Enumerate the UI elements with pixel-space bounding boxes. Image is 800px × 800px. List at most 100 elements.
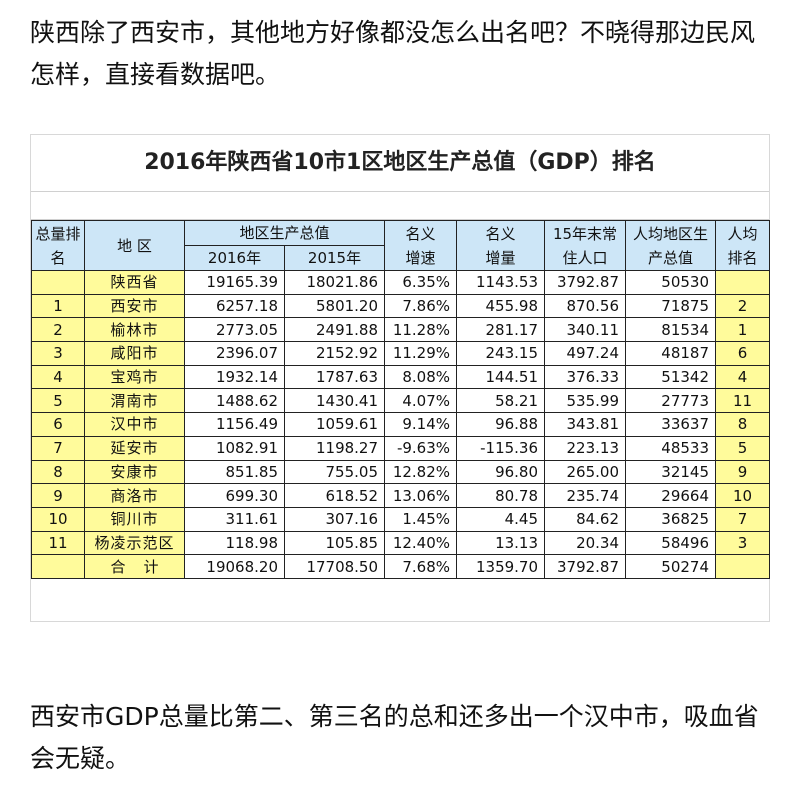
cell-rank: 1 <box>31 293 85 319</box>
cell-region: 安康市 <box>84 459 185 485</box>
cell-y2016: 1082.91 <box>184 435 285 461</box>
cell-growth: 11.28% <box>384 317 458 343</box>
cell-pc-rank: 5 <box>715 435 771 461</box>
cell-per-capita: 50530 <box>625 270 717 295</box>
cell-increase: 1143.53 <box>456 270 546 295</box>
cell-increase: 96.88 <box>456 412 546 437</box>
cell-pc-rank <box>715 554 771 579</box>
cell-pc-rank: 9 <box>715 459 771 485</box>
cell-rank: 9 <box>31 483 85 508</box>
cell-growth: 8.08% <box>384 364 458 390</box>
cell-population: 3792.87 <box>544 270 627 295</box>
cell-y2015: 105.85 <box>283 530 386 556</box>
cell-per-capita: 81534 <box>625 317 717 343</box>
cell-y2015: 2491.88 <box>283 317 386 343</box>
cell-growth: 1.45% <box>384 506 458 532</box>
cell-rank: 3 <box>31 341 85 366</box>
cell-y2015: 1430.41 <box>283 388 386 414</box>
cell-y2015: 5801.20 <box>283 293 386 319</box>
cell-growth: 9.14% <box>384 412 458 437</box>
cell-region: 宝鸡市 <box>84 364 185 390</box>
cell-y2016: 2773.05 <box>184 317 285 343</box>
header-growth: 名义增速 <box>384 220 458 271</box>
table-row: 合计 19068.20 17708.50 7.68% 1359.70 3792.87 502… <box>31 554 771 579</box>
cell-population: 223.13 <box>544 435 627 461</box>
cell-per-capita: 32145 <box>625 459 717 485</box>
cell-growth: 4.07% <box>384 388 458 414</box>
cell-increase: 4.45 <box>456 506 546 532</box>
cell-y2015: 618.52 <box>283 483 386 508</box>
cell-population: 84.62 <box>544 506 627 532</box>
cell-rank: 11 <box>31 530 85 556</box>
cell-y2016: 118.98 <box>184 530 285 556</box>
outro-paragraph: 西安市GDP总量比第二、第三名的总和还多出一个汉中市，吸血省会无疑。 <box>30 702 759 773</box>
cell-rank: 10 <box>31 506 85 532</box>
header-gdp-group: 地区生产总值 <box>183 220 386 246</box>
cell-region: 西安市 <box>84 293 185 319</box>
table-row: 8 安康市 851.85 755.05 12.82% 96.80 265.00 32145 9 <box>31 459 771 485</box>
cell-growth: 12.40% <box>384 530 458 556</box>
cell-increase: 243.15 <box>456 341 546 366</box>
cell-y2016: 311.61 <box>184 506 285 532</box>
table-row: 1 西安市 6257.18 5801.20 7.86% 455.98 870.56 71875… <box>31 293 771 319</box>
cell-population: 870.56 <box>544 293 627 319</box>
cell-rank <box>31 270 85 295</box>
cell-y2016: 699.30 <box>184 483 285 508</box>
cell-pc-rank: 7 <box>715 506 771 532</box>
table-row: 5 渭南市 1488.62 1430.41 4.07% 58.21 535.99 27773 1… <box>31 388 771 414</box>
cell-y2016: 851.85 <box>184 459 285 485</box>
header-population: 15年末常住人口 <box>544 220 627 271</box>
cell-pc-rank: 8 <box>715 412 771 437</box>
cell-per-capita: 29664 <box>625 483 717 508</box>
table-row: 7 延安市 1082.91 1198.27 -9.63% -115.36 223.13 485… <box>31 435 771 461</box>
cell-population: 343.81 <box>544 412 627 437</box>
table-row: 10 铜川市 311.61 307.16 1.45% 4.45 84.62 36825 7 <box>31 506 771 532</box>
intro-paragraph: 陕西除了西安市，其他地方好像都没怎么出名吧？不晓得那边民风怎样，直接看数据吧。 <box>30 18 756 89</box>
cell-growth: 7.86% <box>384 293 458 319</box>
cell-increase: 96.80 <box>456 459 546 485</box>
cell-region: 渭南市 <box>84 388 185 414</box>
cell-rank: 7 <box>31 435 85 461</box>
table-row: 9 商洛市 699.30 618.52 13.06% 80.78 235.74 29664 10 <box>31 483 771 508</box>
cell-region: 陕西省 <box>84 270 185 295</box>
cell-rank: 4 <box>31 364 85 390</box>
cell-increase: 144.51 <box>456 364 546 390</box>
cell-per-capita: 71875 <box>625 293 717 319</box>
cell-y2015: 755.05 <box>283 459 386 485</box>
cell-population: 535.99 <box>544 388 627 414</box>
cell-rank: 2 <box>31 317 85 343</box>
cell-y2016: 19165.39 <box>184 270 285 295</box>
cell-y2016: 1156.49 <box>184 412 285 437</box>
header-2015: 2015年 <box>283 245 386 271</box>
cell-pc-rank: 10 <box>715 483 771 508</box>
cell-growth: 7.68% <box>384 554 458 579</box>
table-row: 2 榆林市 2773.05 2491.88 11.28% 281.17 340.11 8153… <box>31 317 771 343</box>
table-row: 陕西省 19165.39 18021.86 6.35% 1143.53 3792.87 50… <box>31 270 771 295</box>
cell-y2015: 1198.27 <box>283 435 386 461</box>
table-row: 4 宝鸡市 1932.14 1787.63 8.08% 144.51 376.33 51342… <box>31 364 771 390</box>
table-spacer <box>31 192 769 220</box>
cell-rank: 6 <box>31 412 85 437</box>
cell-y2015: 18021.86 <box>283 270 386 295</box>
cell-region: 汉中市 <box>84 412 185 437</box>
cell-growth: 6.35% <box>384 270 458 295</box>
cell-population: 235.74 <box>544 483 627 508</box>
header-region: 地 区 <box>84 220 185 271</box>
header-pc-rank: 人均排名 <box>715 220 771 271</box>
cell-rank <box>31 554 85 579</box>
gdp-table: 总量排名 地 区 地区生产总值 名义增速 名义增量 15年末常住人口 人均地区生… <box>31 220 771 579</box>
cell-population: 497.24 <box>544 341 627 366</box>
cell-pc-rank: 3 <box>715 530 771 556</box>
cell-y2015: 307.16 <box>283 506 386 532</box>
cell-rank: 5 <box>31 388 85 414</box>
cell-pc-rank: 6 <box>715 341 771 366</box>
cell-per-capita: 48533 <box>625 435 717 461</box>
cell-per-capita: 27773 <box>625 388 717 414</box>
cell-per-capita: 58496 <box>625 530 717 556</box>
header-rank: 总量排名 <box>31 220 85 271</box>
cell-pc-rank: 1 <box>715 317 771 343</box>
cell-rank: 8 <box>31 459 85 485</box>
table-body: 陕西省 19165.39 18021.86 6.35% 1143.53 3792.87 50… <box>31 270 771 579</box>
gdp-ranking-table-image: 2016年陕西省10市1区地区生产总值（GDP）排名 总量排名 地 区 地区生产… <box>30 134 771 622</box>
cell-y2015: 17708.50 <box>283 554 386 579</box>
